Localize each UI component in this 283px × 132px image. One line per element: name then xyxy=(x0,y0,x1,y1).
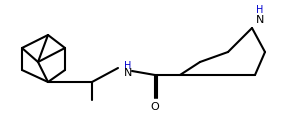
Text: N: N xyxy=(256,15,264,25)
Text: O: O xyxy=(151,102,159,112)
Text: H: H xyxy=(124,61,132,71)
Text: H: H xyxy=(256,5,264,15)
Text: N: N xyxy=(124,68,132,78)
